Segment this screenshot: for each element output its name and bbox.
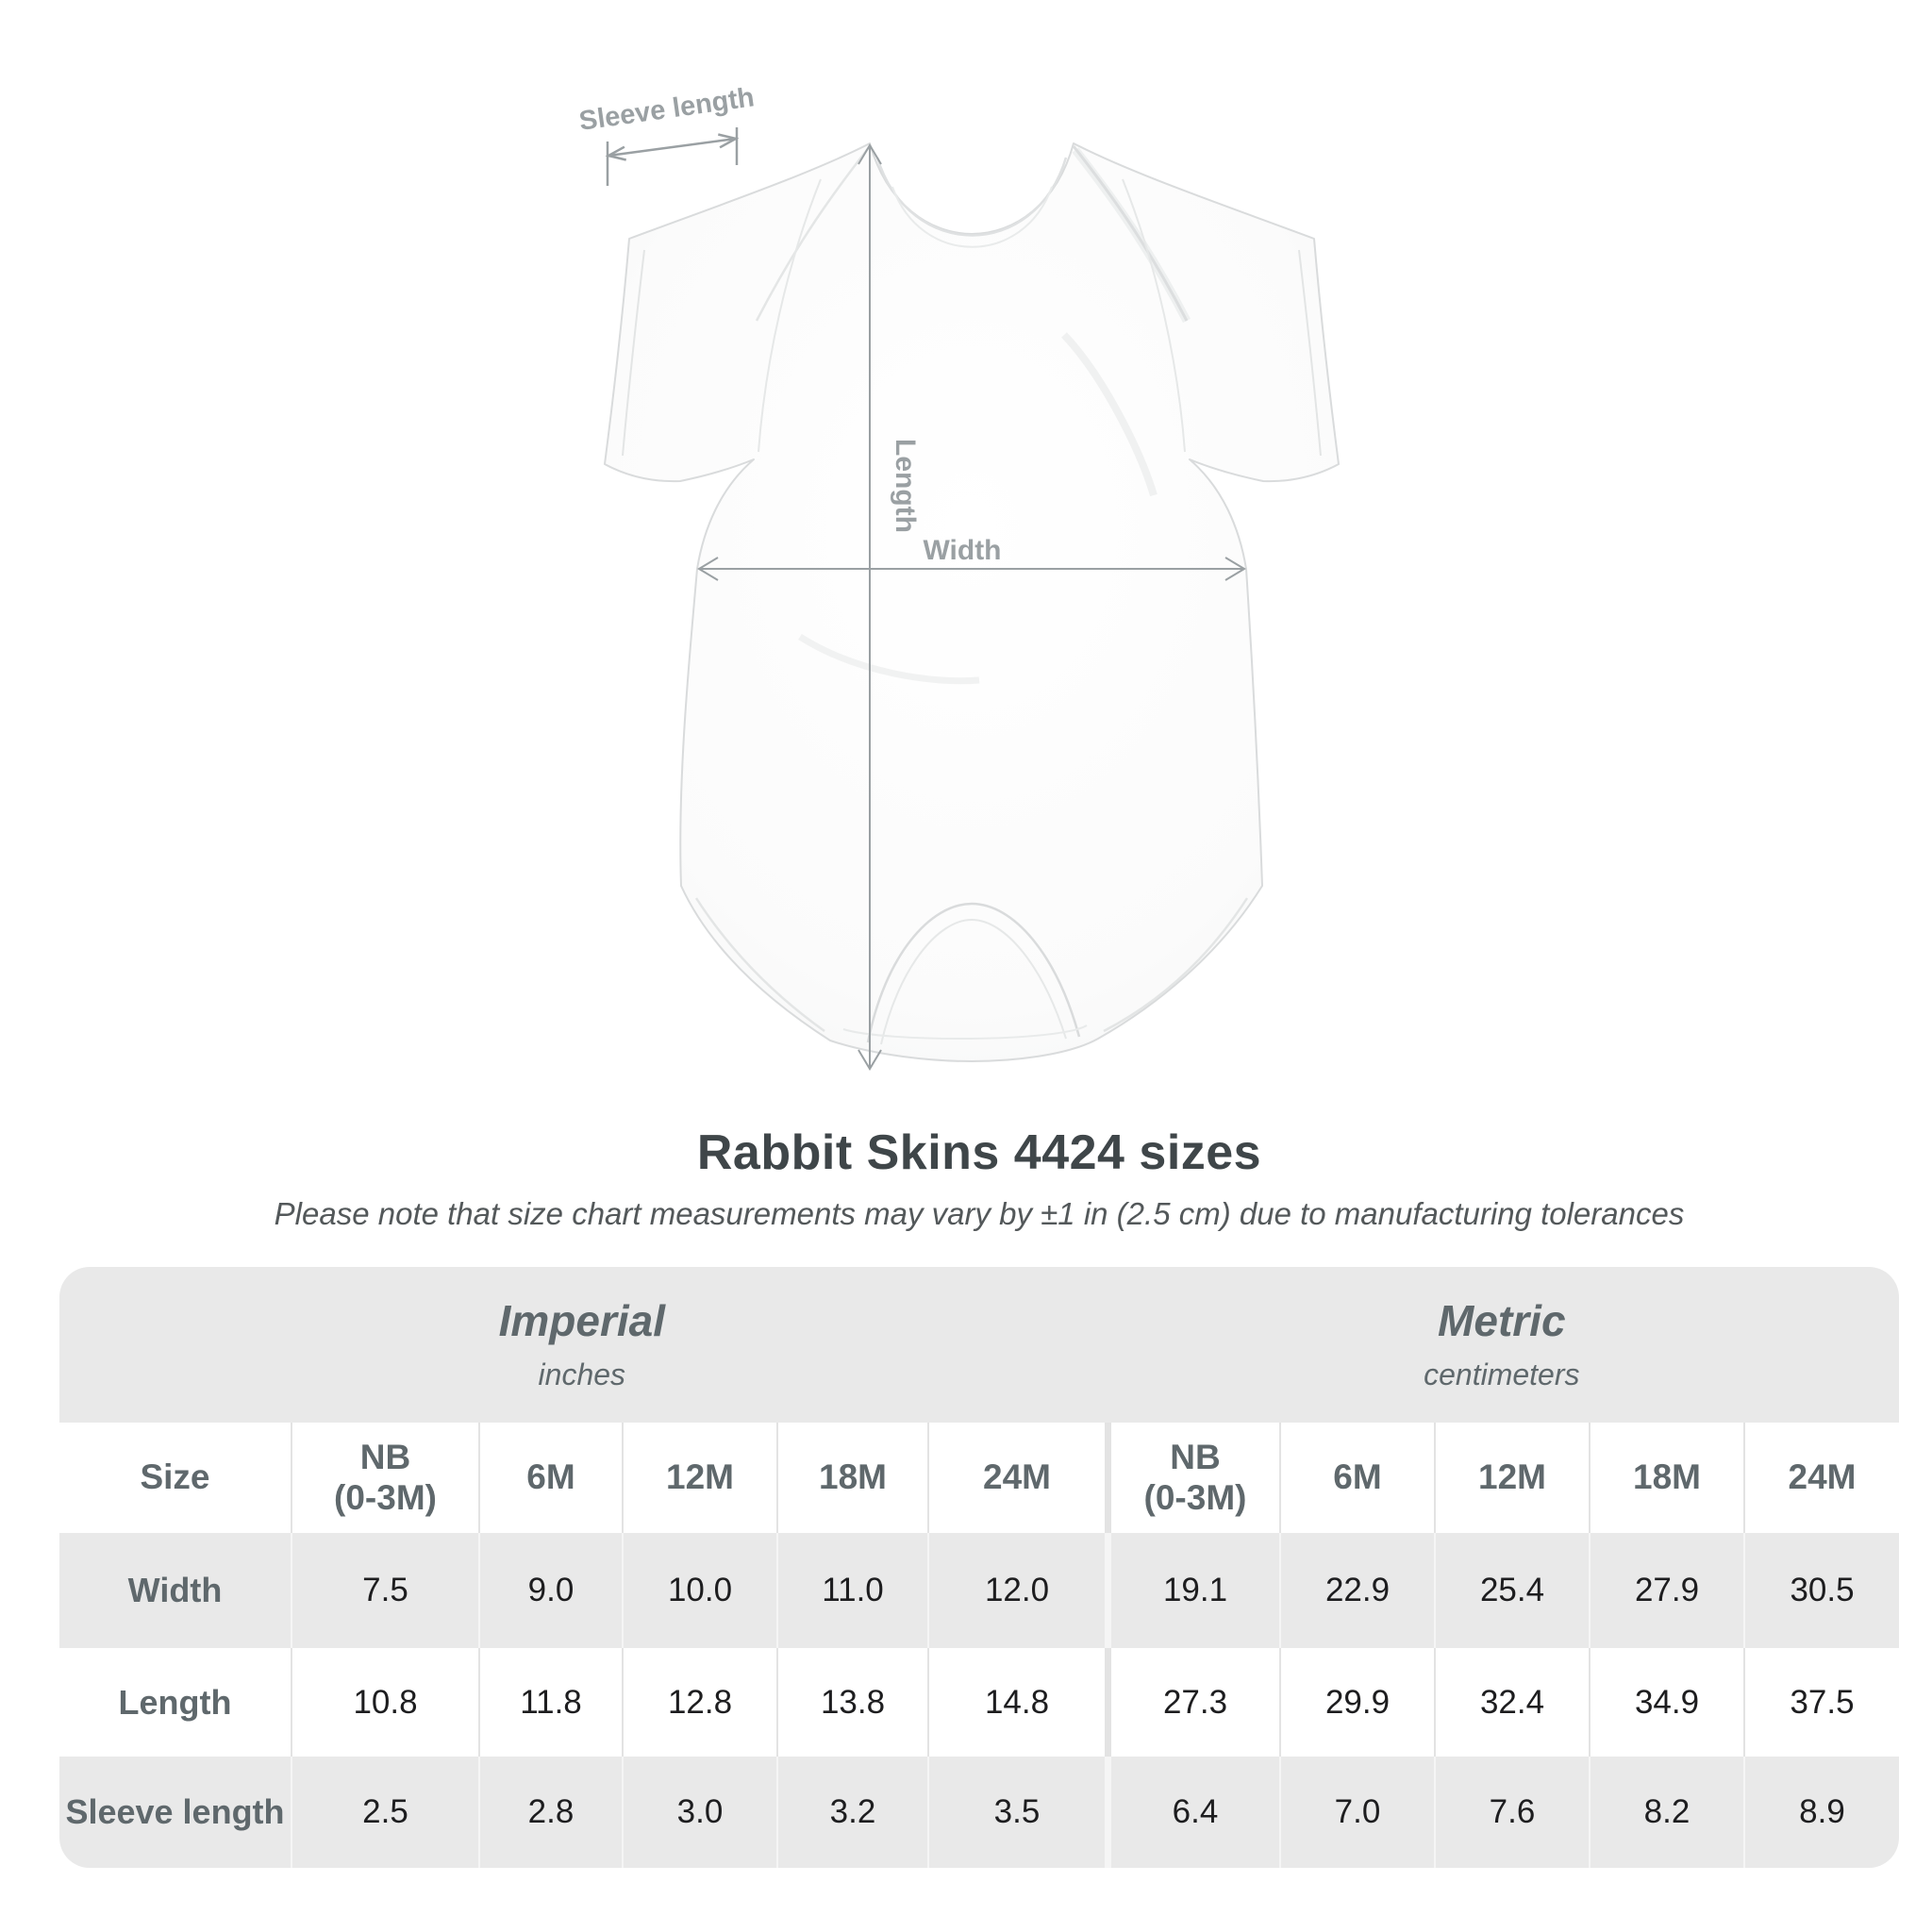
column-header: 24M — [1743, 1423, 1899, 1533]
table-cell: 2.8 — [478, 1757, 622, 1868]
width-label: Width — [923, 535, 1001, 566]
row-label-length: Length — [118, 1682, 232, 1722]
column-header: 6M — [478, 1423, 622, 1533]
table-cell: 13.8 — [776, 1648, 927, 1757]
page-title: Rabbit Skins 4424 sizes — [696, 1125, 1262, 1180]
table-cell: 32.4 — [1434, 1648, 1589, 1757]
table-row-length: Length 10.8 11.8 12.8 13.8 14.8 27.3 29.… — [59, 1648, 1899, 1757]
length-line — [858, 143, 882, 1071]
width-line — [697, 557, 1246, 581]
table-cell: 11.8 — [478, 1648, 622, 1757]
column-header: 12M — [622, 1423, 776, 1533]
table-cell: 3.2 — [776, 1757, 927, 1868]
table-cell: 27.3 — [1105, 1648, 1279, 1757]
onesie-garment — [604, 142, 1340, 1062]
metric-unit: centimeters — [1424, 1357, 1580, 1391]
metric-section-header: Metric centimeters — [1105, 1267, 1899, 1423]
table-cell: 11.0 — [776, 1533, 927, 1648]
table-cell: 8.9 — [1743, 1757, 1899, 1868]
table-cell: 34.9 — [1589, 1648, 1743, 1757]
table-cell: 10.8 — [291, 1648, 478, 1757]
size-table: Imperial inches Metric centimeters Size … — [59, 1267, 1899, 1868]
corner-header-size: Size — [140, 1457, 210, 1497]
table-cell: 7.6 — [1434, 1757, 1589, 1868]
table-row-sleeve-length: Sleeve length 2.5 2.8 3.0 3.2 3.5 6.4 7.… — [59, 1757, 1899, 1868]
table-header-row: Size NB (0-3M) 6M 12M 18M 24M NB (0-3M) … — [59, 1423, 1899, 1533]
table-cell: 3.5 — [927, 1757, 1105, 1868]
column-header: 18M — [1589, 1423, 1743, 1533]
table-cell: 7.0 — [1279, 1757, 1434, 1868]
table-cell: 37.5 — [1743, 1648, 1899, 1757]
table-cell: 29.9 — [1279, 1648, 1434, 1757]
onesie-figure-svg: Sleeve length Length Width — [577, 82, 1340, 1071]
page-subtitle: Please note that size chart measurements… — [274, 1196, 1685, 1231]
sleeve-length-arrow — [605, 127, 740, 186]
onesie-measurement-figure: Sleeve length Length Width — [574, 52, 1366, 1108]
unit-section-band: Imperial inches Metric centimeters — [59, 1267, 1899, 1423]
imperial-title: Imperial — [498, 1296, 665, 1345]
imperial-section-header: Imperial inches — [59, 1267, 1105, 1423]
column-header: NB (0-3M) — [1105, 1423, 1279, 1533]
table-cell: 6.4 — [1105, 1757, 1279, 1868]
table-cell: 9.0 — [478, 1533, 622, 1648]
sleeve-length-label: Sleeve length — [577, 82, 757, 137]
table-cell: 22.9 — [1279, 1533, 1434, 1648]
table-row-width: Width 7.5 9.0 10.0 11.0 12.0 19.1 22.9 2… — [59, 1533, 1899, 1648]
table-cell: 7.5 — [291, 1533, 478, 1648]
table-cell: 25.4 — [1434, 1533, 1589, 1648]
length-label: Length — [890, 439, 921, 533]
table-cell: 3.0 — [622, 1757, 776, 1868]
imperial-unit: inches — [538, 1357, 626, 1391]
column-header: 24M — [927, 1423, 1105, 1533]
table-cell: 14.8 — [927, 1648, 1105, 1757]
table-cell: 12.8 — [622, 1648, 776, 1757]
column-header: NB (0-3M) — [291, 1423, 478, 1533]
table-cell: 19.1 — [1105, 1533, 1279, 1648]
column-header: 6M — [1279, 1423, 1434, 1533]
table-cell: 30.5 — [1743, 1533, 1899, 1648]
table-cell: 12.0 — [927, 1533, 1105, 1648]
table-cell: 2.5 — [291, 1757, 478, 1868]
table-cell: 8.2 — [1589, 1757, 1743, 1868]
row-label-sleeve-length: Sleeve length — [65, 1792, 285, 1831]
column-header: 18M — [776, 1423, 927, 1533]
table-cell: 10.0 — [622, 1533, 776, 1648]
row-label-width: Width — [127, 1571, 223, 1609]
column-header: 12M — [1434, 1423, 1589, 1533]
metric-title: Metric — [1438, 1296, 1566, 1345]
table-cell: 27.9 — [1589, 1533, 1743, 1648]
heading-block: Rabbit Skins 4424 sizes Please note that… — [59, 1124, 1899, 1232]
